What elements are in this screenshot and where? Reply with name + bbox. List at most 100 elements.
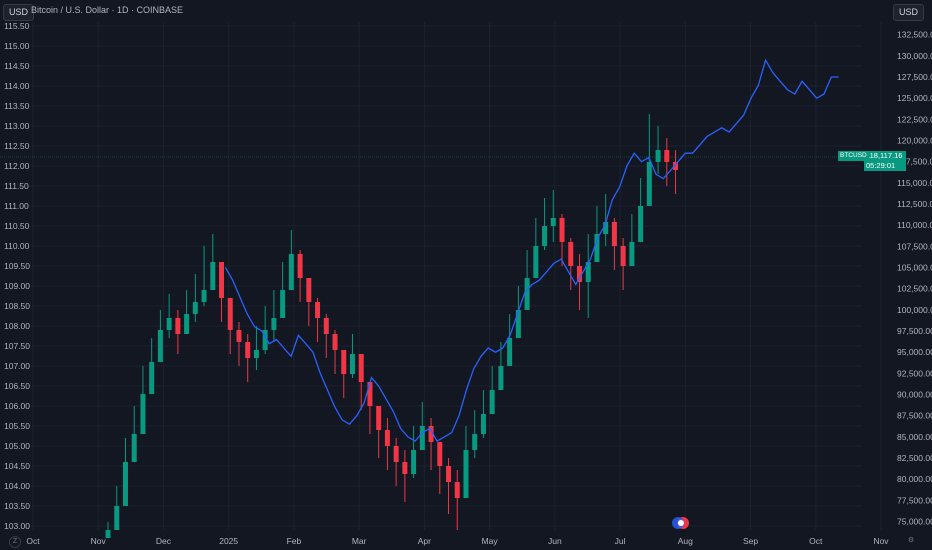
candle-body [463,450,469,498]
right-axis-tick-label: 130,000.00 [897,51,932,61]
left-axis-tick-label: 109.00 [4,281,30,291]
left-axis-tick-label: 104.00 [4,481,30,491]
candle-body [446,466,452,482]
candlestick-series [105,114,679,538]
time-axis-tick-label: Jun [548,536,562,546]
candle-body [603,222,609,234]
left-axis-tick-label: 113.00 [4,121,30,131]
settings-gear-icon[interactable]: ⚙ [907,537,915,544]
candle-body [507,338,513,366]
candle-body [576,266,582,282]
left-axis-tick-label: 110.50 [4,221,30,231]
right-axis-tick-label: 82,500.00 [897,453,932,463]
timezone-icon[interactable]: Z [9,536,21,548]
candle-body [480,414,486,434]
left-axis-tick-label: 104.50 [4,461,30,471]
right-axis-tick-label: 87,500.00 [897,411,932,421]
right-axis-tick-label: 105,000.00 [897,263,932,273]
time-axis-tick-label: Sep [743,536,758,546]
candle-body [271,318,277,330]
left-axis-tick-label: 110.00 [4,241,30,251]
candle-body [122,462,128,506]
left-axis-tick-label: 111.00 [4,201,29,211]
price-tag-price: 118,117.16 [866,151,903,160]
time-axis-tick-label: Dec [156,536,172,546]
right-axis-tick-label: 97,500.00 [897,326,932,336]
left-price-axis[interactable]: 115.50 115.00 114.50 114.00 113.50 113.00 112.… [4,21,30,531]
event-marker[interactable] [672,517,689,529]
candle-body [306,278,312,302]
time-axis-tick-label: Feb [287,536,302,546]
left-axis-tick-label: 108.50 [4,301,30,311]
candle-body [533,246,539,278]
candle-body [349,354,355,374]
candle-body [542,226,548,246]
right-axis-tick-label: 90,000.00 [897,390,932,400]
candle-body [646,162,652,206]
candle-body [157,330,163,362]
chart-grid [28,22,882,530]
candle-body [323,318,329,334]
candle-body [166,318,172,330]
candle-body [192,302,198,314]
right-axis-tick-label: 102,500.00 [897,284,932,294]
candle-body [376,406,382,430]
candle-body [184,314,190,334]
right-axis-tick-label: 110,000.00 [897,220,932,230]
candle-body [288,254,294,290]
right-axis-tick-label: 95,000.00 [897,347,932,357]
right-axis-tick-label: 122,500.00 [897,114,932,124]
left-axis-tick-label: 115.50 [4,21,30,31]
chart-title: Bitcoin / U.S. Dollar · 1D · COINBASE [31,5,184,15]
candle-body [550,218,556,226]
time-axis-tick-label: Aug [678,536,693,546]
left-currency-badge[interactable]: USD [3,4,35,21]
candle-body [585,262,591,282]
time-axis-tick-label: Nov [91,536,107,546]
price-tag-countdown: 05:29:01 [866,161,896,170]
candle-body [594,234,600,262]
right-axis-tick-label: 85,000.00 [897,432,932,442]
left-axis-tick-label: 105.50 [4,421,30,431]
left-axis-tick-label: 107.50 [4,341,30,351]
candle-body [140,394,146,434]
candle-body [411,450,417,474]
left-axis-tick-label: 103.00 [4,521,30,531]
left-axis-tick-label: 112.00 [4,161,30,171]
candle-body [114,506,120,530]
left-axis-tick-label: 106.50 [4,381,30,391]
candle-body [437,442,443,466]
candle-body [384,430,390,446]
right-axis-tick-label: 115,000.00 [897,178,932,188]
time-axis[interactable]: Oct Nov Dec 2025 Feb Mar Apr May Jun Jul Aug Sep Oct… [26,536,889,546]
candle-body [219,262,225,298]
left-axis-tick-label: 111.50 [4,181,29,191]
candle-body [655,150,661,162]
candle-body [297,254,303,278]
right-axis-tick-label: 107,500.00 [897,241,932,251]
candle-body [210,262,216,290]
left-axis-tick-label: 112.50 [4,141,30,151]
price-tag-symbol: BTCUSD [838,151,869,161]
candle-body [236,330,242,342]
candle-body [673,162,679,170]
time-axis-tick-label: Oct [26,536,40,546]
left-axis-tick-label: 103.50 [4,501,30,511]
candle-body [358,354,364,382]
candle-body [428,426,434,442]
candle-body [227,298,233,330]
right-axis-tick-label: 92,500.00 [897,368,932,378]
right-axis-tick-label: 80,000.00 [897,474,932,484]
candle-body [664,150,670,162]
right-currency-badge[interactable]: USD [893,4,925,21]
candle-body [201,290,207,302]
candle-body [262,330,268,350]
left-axis-tick-label: 107.00 [4,361,30,371]
right-price-axis[interactable]: 132,500.00 130,000.00 127,500.00 125,000.00… [897,30,932,527]
time-axis-tick-label: Apr [418,536,431,546]
candle-body [402,462,408,474]
candle-body [332,334,338,350]
left-axis-tick-label: 108.00 [4,321,30,331]
candle-body [611,222,617,246]
